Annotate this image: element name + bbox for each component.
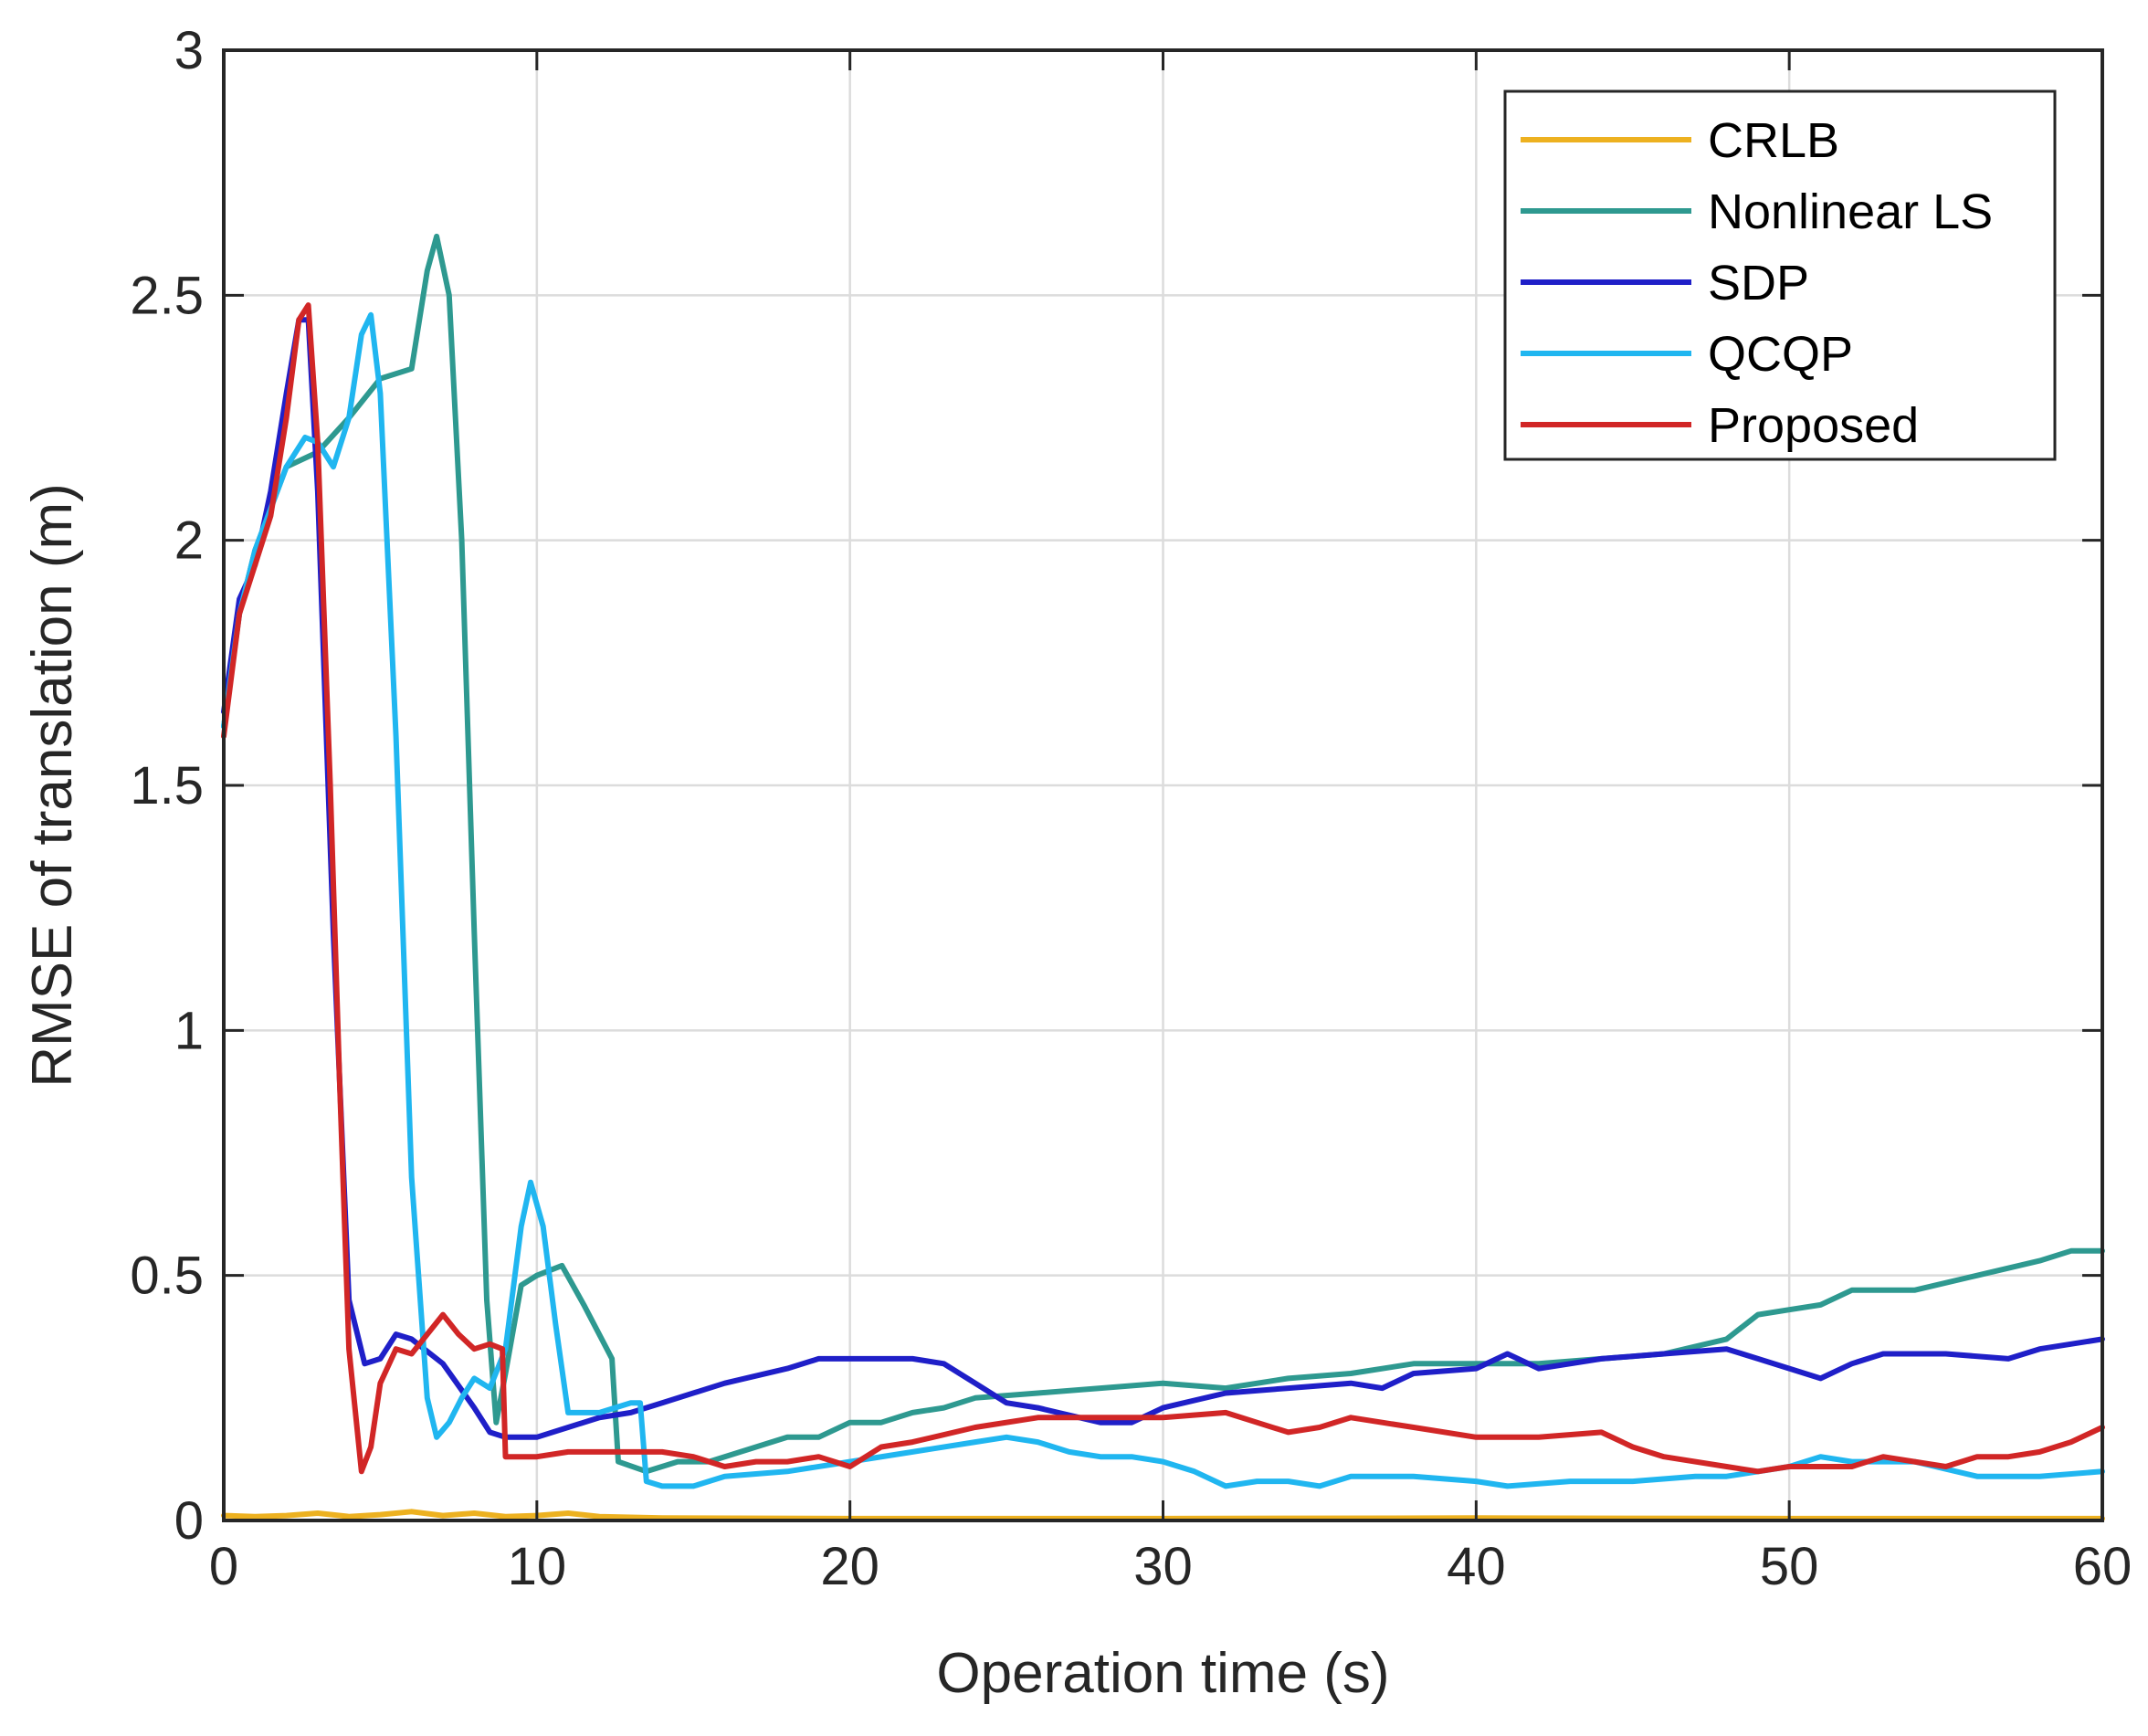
legend: CRLB Nonlinear LS SDP QCQP Proposed [1503, 89, 2057, 461]
legend-box [1503, 89, 2057, 461]
y-tick-label: 0.5 [130, 1247, 204, 1306]
y-tick-label: 1.5 [130, 756, 204, 815]
series-line-nonlinear-ls [221, 233, 2105, 1475]
legend-label: Proposed [1708, 398, 1919, 453]
y-tick-labels: 0 0.5 1 1.5 2 2.5 3 [130, 21, 204, 1551]
y-axis-label: RMSE of translation (m) [21, 483, 84, 1088]
x-tick-label: 30 [1133, 1537, 1193, 1596]
y-tick-label: 2.5 [130, 266, 204, 325]
y-tick-label: 1 [174, 1001, 204, 1060]
series-line-sdp [221, 317, 2105, 1440]
legend-label: QCQP [1708, 327, 1853, 382]
y-tick-label: 0 [174, 1491, 204, 1551]
series-line-qcqp [221, 311, 2105, 1489]
legend-entry-proposed: Proposed [1521, 398, 1919, 453]
series-group [221, 233, 2105, 1521]
x-tick-label: 0 [209, 1537, 238, 1596]
legend-entry-crlb: CRLB [1521, 113, 1839, 168]
y-tick-label: 2 [174, 511, 204, 571]
legend-entry-sdp: SDP [1521, 256, 1809, 310]
x-tick-label: 40 [1447, 1537, 1506, 1596]
x-tick-labels: 0 10 20 30 40 50 60 [209, 1537, 2132, 1596]
legend-label: CRLB [1708, 113, 1839, 168]
x-tick-label: 20 [820, 1537, 879, 1596]
series-line-proposed [221, 302, 2105, 1475]
axis-ticks [222, 48, 2104, 1522]
x-tick-label: 60 [2073, 1537, 2132, 1596]
x-tick-label: 10 [508, 1537, 567, 1596]
legend-entry-nonlinear-ls: Nonlinear LS [1521, 184, 1993, 239]
legend-entry-qcqp: QCQP [1521, 327, 1853, 382]
legend-label: SDP [1708, 256, 1809, 310]
x-axis-label: Operation time (s) [936, 1642, 1389, 1705]
y-tick-label: 3 [174, 21, 204, 80]
legend-label: Nonlinear LS [1708, 184, 1993, 239]
x-tick-label: 50 [1760, 1537, 1819, 1596]
